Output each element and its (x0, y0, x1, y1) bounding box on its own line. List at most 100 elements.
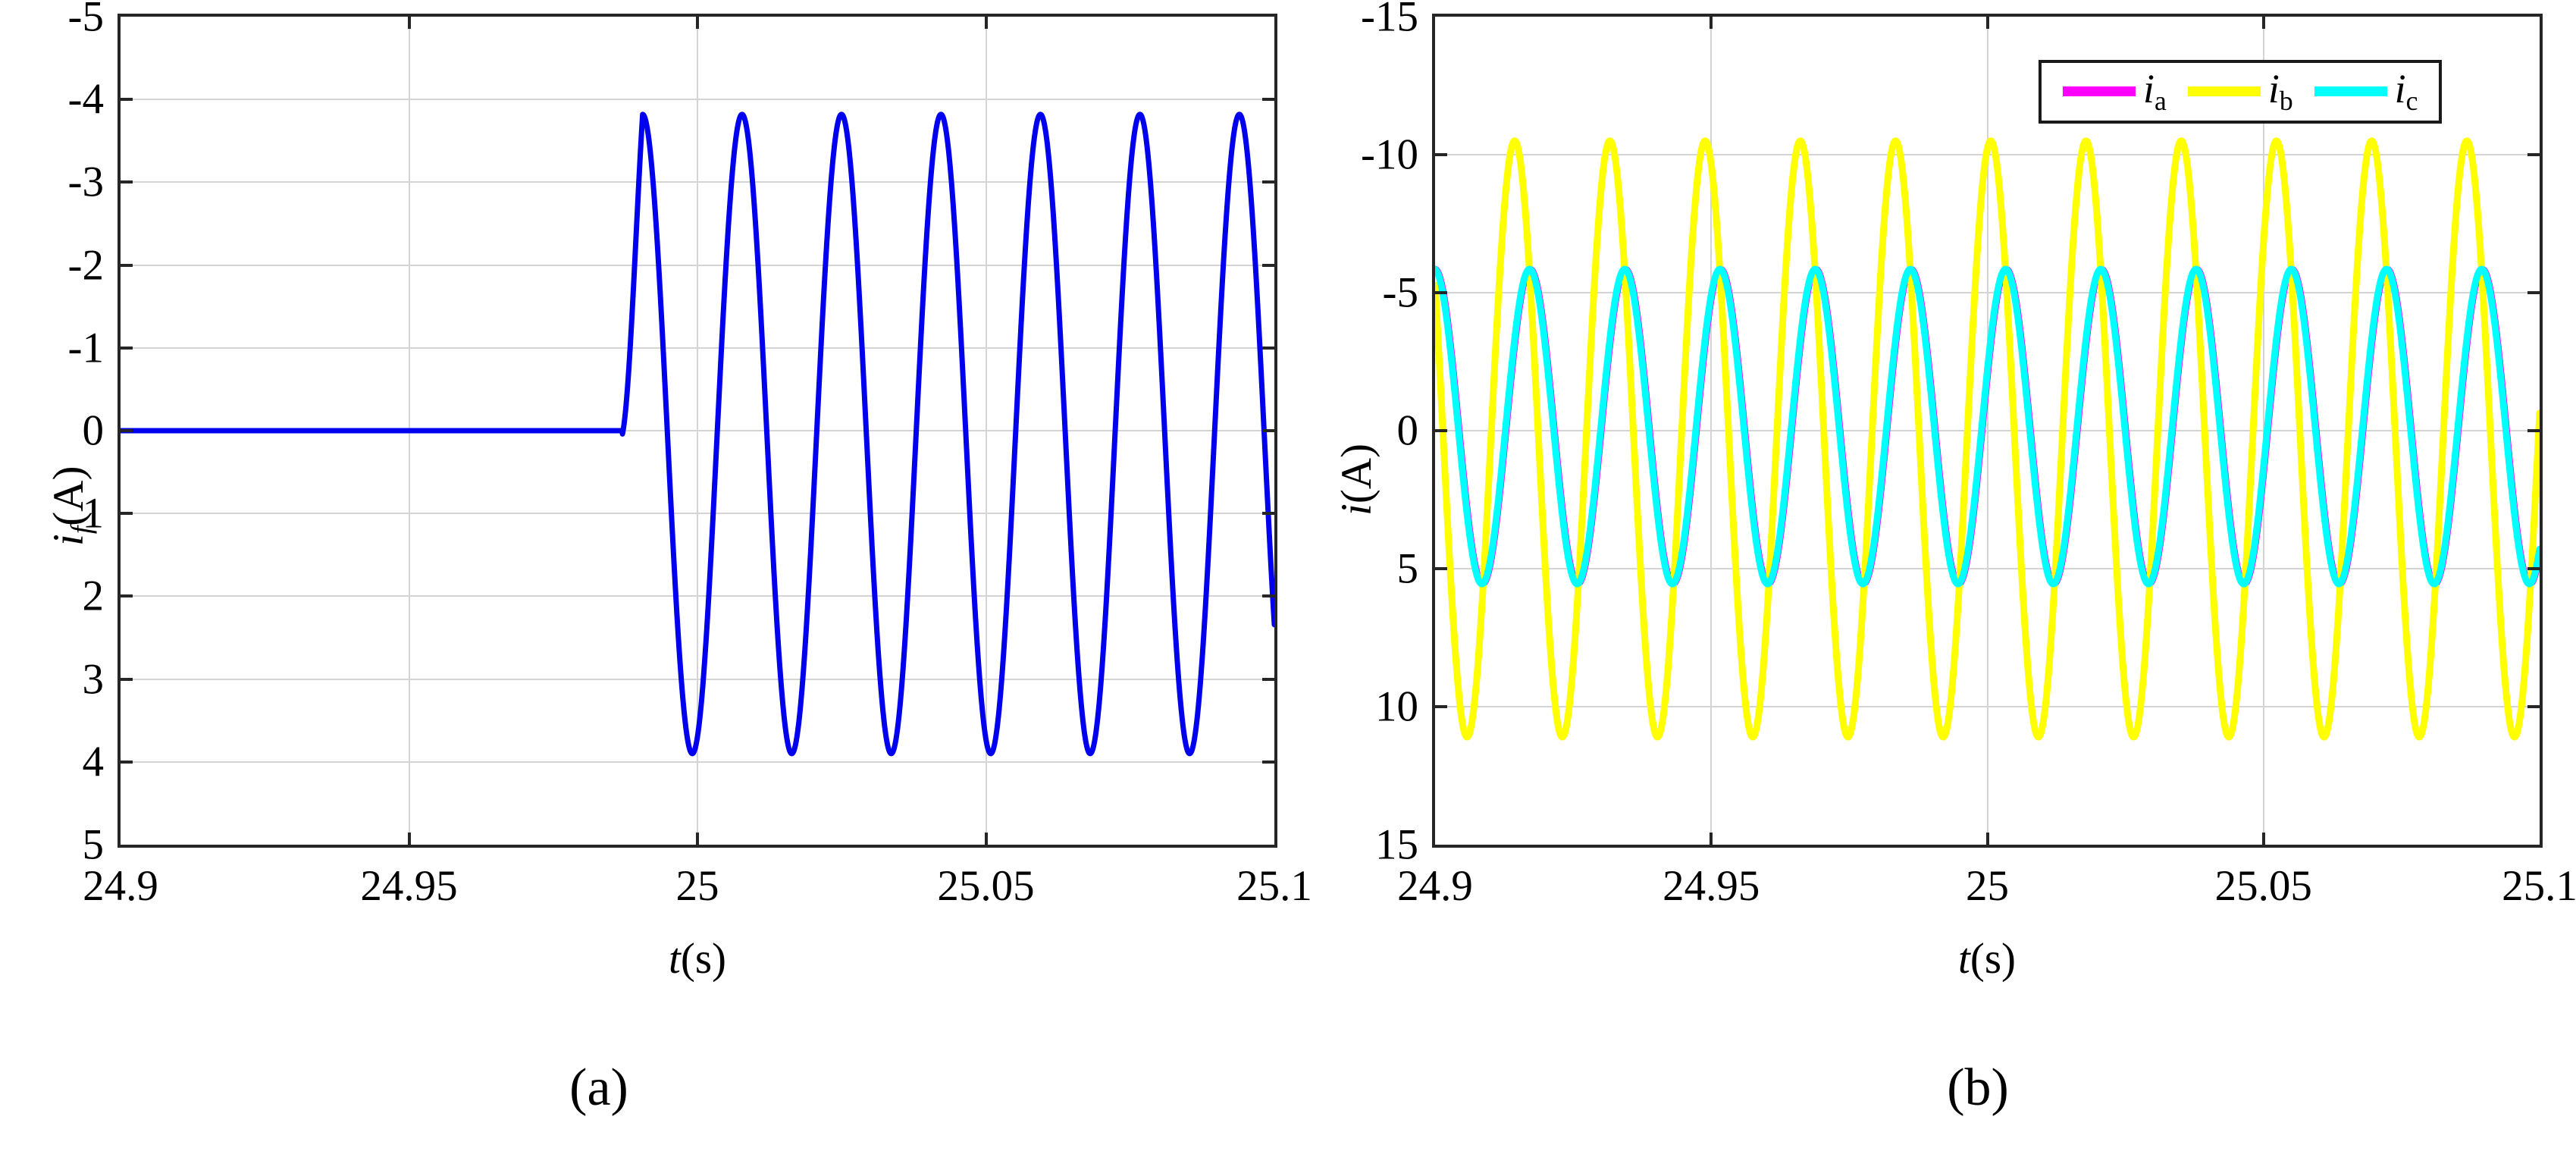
y-tick-mark-right (2527, 567, 2540, 570)
x-tick-label: 25 (675, 862, 719, 910)
x-tick-mark (2261, 833, 2265, 845)
legend-label-a: ia (2143, 68, 2167, 115)
gridline-vertical (1986, 17, 1988, 845)
y-tick-mark (121, 677, 133, 681)
legend-entry-c[interactable]: ic (2304, 68, 2429, 115)
y-tick-mark-right (1262, 346, 1274, 350)
y-tick-label: -3 (67, 158, 104, 206)
panel-b-y-axis-title: i(A) (1333, 444, 1380, 516)
y-tick-label: -15 (1361, 0, 1418, 41)
x-tick-mark-top (2261, 17, 2265, 29)
y-tick-mark-right (1262, 594, 1274, 598)
panel-a-axes (118, 14, 1277, 848)
y-tick-label: 0 (1396, 406, 1419, 455)
y-tick-label: 2 (82, 572, 105, 620)
legend-label-subscript: b (2279, 86, 2293, 117)
y-tick-mark (1435, 291, 1447, 294)
y-tick-mark-right (2527, 291, 2540, 294)
y-tick-mark (121, 429, 133, 432)
panel-b-x-axis-title: t(s) (1958, 937, 2016, 980)
y-tick-mark (121, 180, 133, 184)
gridline-vertical (985, 17, 987, 845)
y-tick-mark-right (1262, 98, 1274, 102)
panel-a-x-axis-symbol: t (669, 935, 681, 983)
y-tick-mark (1435, 429, 1447, 432)
x-tick-label: 24.95 (360, 862, 458, 910)
x-tick-mark-top (1709, 17, 1713, 29)
y-tick-label: 15 (1375, 820, 1418, 869)
x-tick-label: 25.1 (1236, 862, 1312, 910)
y-tick-mark (121, 594, 133, 598)
panel-b-y-axis-unit: (A) (1333, 444, 1380, 504)
y-tick-mark-right (2527, 705, 2540, 708)
y-tick-label: -5 (67, 0, 104, 41)
y-tick-label: -4 (67, 75, 104, 124)
phase-current-legend[interactable]: ia ib ic (2039, 60, 2443, 124)
panel-b-y-axis-symbol: i (1333, 503, 1380, 516)
y-tick-label: 5 (82, 820, 105, 869)
gridline-vertical (1710, 17, 1713, 845)
panel-a-x-axis-title: t(s) (669, 937, 726, 980)
panel-a-caption: (a) (569, 1058, 628, 1117)
x-tick-mark (407, 833, 411, 845)
x-tick-mark (696, 833, 699, 845)
x-tick-mark (984, 833, 988, 845)
y-tick-mark (1435, 705, 1447, 708)
panel-b: i(A) 15 10 5 0 -5 -10 -15 ia ib ic 24.9 24.95 25 25… (1288, 0, 2576, 1151)
y-tick-label: -1 (67, 324, 104, 372)
y-tick-mark-right (1262, 677, 1274, 681)
panel-b-x-axis-symbol: t (1958, 935, 1970, 983)
panel-a-fault-current-curve (121, 111, 1274, 757)
y-tick-mark-right (2527, 153, 2540, 156)
x-tick-mark-top (696, 17, 699, 29)
panel-b-plot-area (1435, 17, 2540, 845)
x-tick-label: 25 (1966, 862, 2009, 910)
x-tick-label: 24.9 (1397, 862, 1473, 910)
gridline-vertical (697, 17, 698, 845)
y-tick-label: 5 (1396, 544, 1419, 593)
panel-a-x-axis-unit: (s) (680, 935, 726, 983)
panel-b-axes: ia ib ic (1432, 14, 2543, 848)
y-tick-mark-right (1262, 180, 1274, 184)
y-tick-mark (121, 263, 133, 267)
legend-label-subscript: c (2405, 86, 2418, 117)
panel-b-caption: (b) (1947, 1058, 2009, 1117)
x-tick-label: 25.05 (937, 862, 1035, 910)
legend-label-c: ic (2395, 68, 2418, 115)
y-tick-mark-right (1262, 429, 1274, 432)
y-tick-mark (121, 346, 133, 350)
y-tick-label: 3 (82, 655, 105, 704)
y-tick-label: -2 (67, 241, 104, 290)
panel-a: if(A) 5 4 3 2 1 0 -1 -2 -3 -4 -5 24.9 24.95 25 25.05 2… (45, 0, 1312, 1117)
legend-swatch-a (2063, 86, 2136, 97)
y-tick-mark-right (2527, 429, 2540, 432)
legend-label-b: ib (2268, 68, 2293, 115)
y-tick-mark (121, 760, 133, 764)
y-tick-label: 10 (1375, 682, 1418, 731)
legend-label-symbol: i (2143, 66, 2155, 112)
legend-label-subscript: a (2155, 86, 2167, 117)
y-tick-label: -5 (1382, 268, 1418, 317)
y-tick-mark-right (1262, 263, 1274, 267)
y-tick-mark (121, 512, 133, 516)
panel-a-plot-area (121, 17, 1274, 845)
legend-entry-b[interactable]: ib (2177, 68, 2304, 115)
y-tick-mark-right (1262, 512, 1274, 516)
y-tick-label: 0 (82, 406, 105, 455)
x-tick-mark-top (1985, 17, 1989, 29)
x-tick-mark-top (984, 17, 988, 29)
x-tick-label: 25.05 (2214, 862, 2312, 910)
y-tick-label: 4 (82, 738, 105, 786)
legend-label-symbol: i (2394, 66, 2406, 112)
x-tick-label: 24.95 (1662, 862, 1760, 910)
y-tick-mark-right (1262, 760, 1274, 764)
x-tick-label: 24.9 (83, 862, 158, 910)
x-tick-mark (1985, 833, 1989, 845)
y-tick-label: -10 (1361, 130, 1418, 179)
x-tick-mark-top (407, 17, 411, 29)
y-tick-mark (1435, 567, 1447, 570)
legend-entry-a[interactable]: ia (2052, 68, 2177, 115)
y-tick-label: 1 (82, 489, 105, 538)
x-tick-label: 25.1 (2502, 862, 2576, 910)
x-tick-mark (1709, 833, 1713, 845)
